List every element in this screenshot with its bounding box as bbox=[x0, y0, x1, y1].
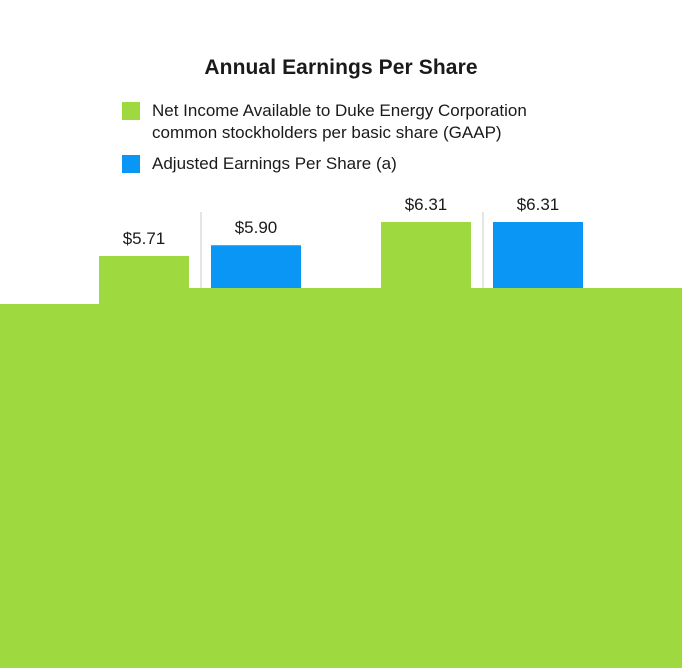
legend-swatch-adjusted bbox=[122, 155, 140, 173]
foreground-fill bbox=[0, 288, 682, 668]
data-label-gaap-1: $5.71 bbox=[123, 229, 166, 248]
chart-title: Annual Earnings Per Share bbox=[204, 56, 478, 79]
legend-label-gaap: Net Income Available to Duke Energy Corp… bbox=[152, 101, 527, 142]
legend-label-adjusted: Adjusted Earnings Per Share (a) bbox=[152, 154, 397, 173]
legend-swatch-gaap bbox=[122, 102, 140, 120]
data-label-adjusted-1: $5.90 bbox=[235, 218, 278, 237]
legend-item-gaap: Net Income Available to Duke Energy Corp… bbox=[122, 100, 642, 144]
data-label-gaap-2: $6.31 bbox=[405, 195, 448, 214]
chart-legend: Net Income Available to Duke Energy Corp… bbox=[122, 100, 642, 184]
data-label-adjusted-2: $6.31 bbox=[517, 195, 560, 214]
legend-item-adjusted: Adjusted Earnings Per Share (a) bbox=[122, 153, 642, 175]
